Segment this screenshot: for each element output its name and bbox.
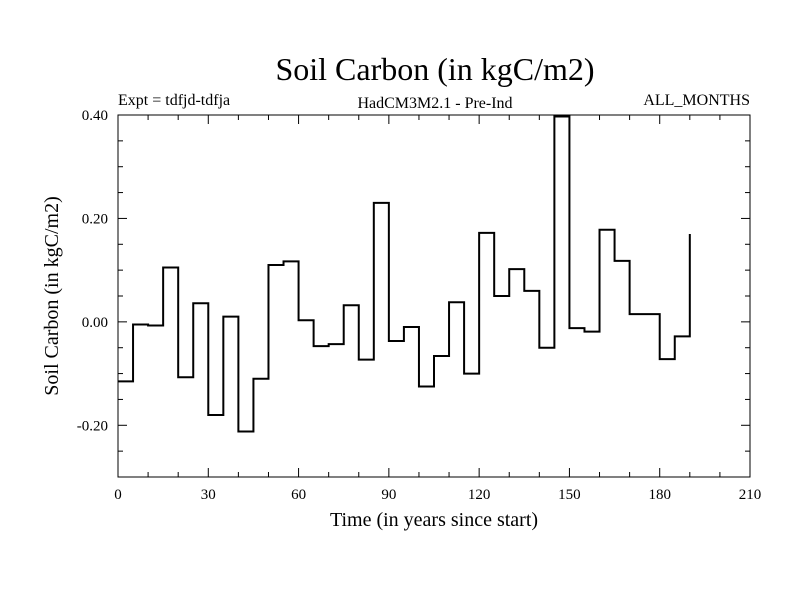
x-tick-label: 0 [114, 487, 122, 503]
chart-title: Soil Carbon (in kgC/m2) [275, 51, 594, 87]
x-axis-label: Time (in years since start) [330, 509, 538, 531]
x-tick-label: 150 [558, 487, 581, 503]
series-line [118, 115, 691, 433]
y-axis-label: Soil Carbon (in kgC/m2) [41, 196, 63, 395]
x-tick-label: 30 [201, 487, 216, 503]
x-tick-label: 90 [381, 487, 396, 503]
y-tick-labels: -0.20 0.00 0.20 0.40 [77, 108, 108, 434]
plot-frame [117, 114, 751, 478]
x-tick-label: 120 [468, 487, 491, 503]
series-group [118, 115, 691, 433]
axis-ticks [117, 114, 751, 478]
x-tick-labels: 0 30 60 90 120 150 180 210 [114, 487, 761, 503]
y-tick-label: -0.20 [77, 418, 108, 434]
x-tick-label: 180 [648, 487, 671, 503]
x-tick-label: 210 [739, 487, 762, 503]
x-tick-label: 60 [291, 487, 306, 503]
months-label: ALL_MONTHS [643, 92, 750, 109]
y-tick-label: 0.00 [82, 315, 108, 331]
y-tick-label: 0.20 [82, 211, 108, 227]
y-tick-label: 0.40 [82, 108, 108, 124]
experiment-label: Expt = tdfjd-tdfja [118, 92, 230, 109]
model-label: HadCM3M2.1 - Pre-Ind [357, 95, 512, 112]
